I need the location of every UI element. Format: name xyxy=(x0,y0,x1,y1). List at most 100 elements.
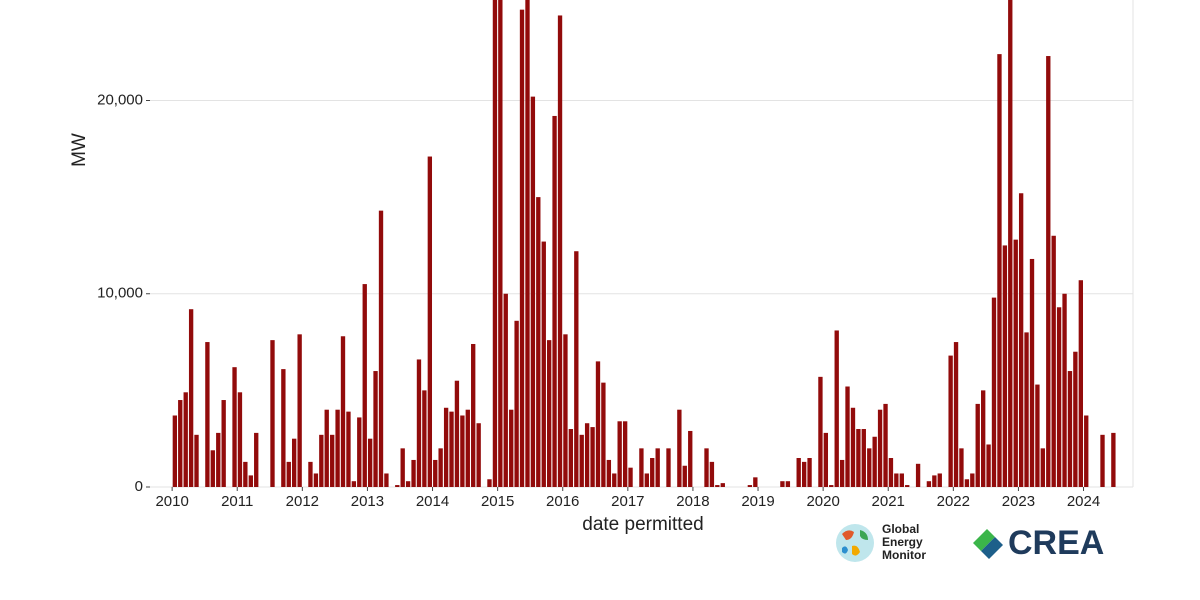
bar xyxy=(427,156,433,488)
x-axis-label: date permitted xyxy=(582,514,703,535)
bar xyxy=(454,380,460,487)
y-tick-label: 20,000 xyxy=(97,91,143,108)
y-axis-label: MW xyxy=(69,133,90,167)
bar xyxy=(471,343,476,487)
bar xyxy=(926,481,932,487)
bar xyxy=(1008,0,1013,488)
bar xyxy=(639,448,644,487)
bar xyxy=(254,432,259,487)
bar xyxy=(839,459,845,487)
bar xyxy=(590,427,595,487)
bar xyxy=(443,407,449,487)
bar xyxy=(465,409,470,487)
bar xyxy=(433,459,438,487)
bar xyxy=(622,421,628,487)
bar xyxy=(1029,258,1035,487)
gem-logo: Global Energy Monitor xyxy=(836,522,926,562)
bar xyxy=(682,465,687,487)
bar xyxy=(552,115,557,487)
bar xyxy=(232,367,237,487)
bar xyxy=(546,340,552,487)
bar xyxy=(541,241,546,487)
bar xyxy=(346,411,351,487)
crea-text: CREA xyxy=(1008,524,1104,562)
bar xyxy=(1035,384,1040,487)
bar xyxy=(384,473,389,487)
bar xyxy=(335,409,340,487)
gem-text: Monitor xyxy=(882,548,926,562)
bar xyxy=(373,371,378,487)
bar xyxy=(1078,280,1084,487)
x-tick-label: 2016 xyxy=(546,493,579,510)
bar xyxy=(1018,193,1024,487)
bar xyxy=(970,473,975,487)
bar xyxy=(509,409,514,487)
bar xyxy=(183,392,188,487)
bar xyxy=(964,479,970,487)
bar xyxy=(1046,56,1051,488)
bar xyxy=(747,485,753,487)
bar xyxy=(405,481,411,487)
bar xyxy=(313,473,319,487)
bar xyxy=(975,403,980,487)
bar xyxy=(221,400,226,487)
bar xyxy=(991,297,997,487)
bar xyxy=(617,421,622,487)
bar xyxy=(932,475,937,487)
bar xyxy=(986,444,991,487)
crea-icon xyxy=(973,529,995,551)
bar xyxy=(595,361,601,487)
y-tick-label: 0 xyxy=(135,478,143,495)
bar xyxy=(666,448,671,487)
bar xyxy=(449,411,454,487)
bar xyxy=(216,432,221,487)
bar xyxy=(270,340,275,487)
bar xyxy=(1067,371,1073,487)
bar xyxy=(584,423,590,487)
bar xyxy=(1084,415,1089,487)
bar xyxy=(563,334,568,487)
bar xyxy=(243,461,248,487)
bar xyxy=(715,485,720,487)
bar xyxy=(1111,432,1116,487)
bar xyxy=(796,458,801,487)
x-tick-label: 2013 xyxy=(351,493,384,510)
bar xyxy=(292,438,297,487)
x-tick-label: 2023 xyxy=(1002,493,1035,510)
bar xyxy=(688,430,693,487)
bar xyxy=(953,342,959,487)
bar xyxy=(1056,307,1062,487)
gem-text: Global xyxy=(882,522,919,536)
bar xyxy=(1062,293,1067,487)
bar xyxy=(340,336,346,487)
gem-text: Energy xyxy=(882,535,923,549)
bar xyxy=(248,475,253,487)
bar xyxy=(530,96,536,487)
bar xyxy=(753,477,758,487)
bar xyxy=(997,54,1002,487)
bar xyxy=(780,481,785,487)
bar xyxy=(845,386,850,487)
bar xyxy=(807,458,812,487)
bar xyxy=(899,473,904,487)
gem-icon-part xyxy=(860,530,868,540)
bar xyxy=(1040,448,1045,487)
bar xyxy=(574,251,579,487)
bar xyxy=(210,450,215,487)
bar xyxy=(178,400,183,487)
bar xyxy=(503,293,508,487)
bar xyxy=(1100,434,1105,487)
bar xyxy=(981,390,986,487)
bar xyxy=(367,438,373,487)
bar xyxy=(888,458,894,487)
bar xyxy=(1013,239,1018,487)
bar xyxy=(416,359,422,487)
bar xyxy=(400,448,405,487)
bar xyxy=(514,320,519,487)
bar xyxy=(498,0,503,487)
bar xyxy=(351,481,357,487)
bar xyxy=(1024,332,1029,487)
bar xyxy=(492,0,498,487)
bar xyxy=(297,334,302,487)
